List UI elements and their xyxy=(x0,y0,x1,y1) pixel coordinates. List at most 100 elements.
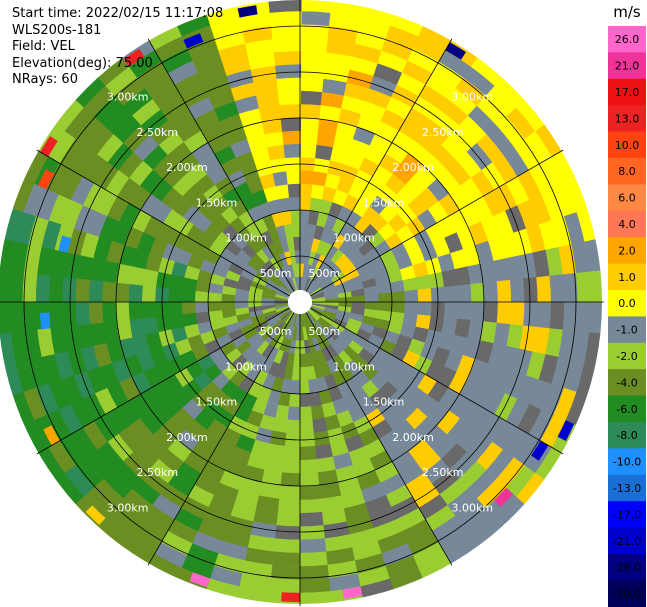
velocity-bin xyxy=(377,292,392,303)
velocity-bin xyxy=(118,150,144,178)
velocity-bin xyxy=(242,25,274,44)
velocity-bin xyxy=(459,202,482,228)
velocity-bin xyxy=(418,84,449,111)
velocity-bin xyxy=(252,508,278,526)
velocity-bin xyxy=(491,420,518,451)
velocity-bin xyxy=(300,249,306,264)
velocity-bin xyxy=(229,216,247,234)
velocity-bin xyxy=(246,222,262,239)
velocity-bin xyxy=(253,233,268,250)
velocity-bin xyxy=(263,456,284,473)
velocity-bin xyxy=(219,113,244,134)
velocity-bin xyxy=(303,339,311,354)
velocity-bin xyxy=(505,205,527,234)
velocity-bin xyxy=(311,184,326,200)
velocity-bin xyxy=(171,407,195,430)
velocity-bin xyxy=(308,210,320,226)
colorbar-tick: -1.0 xyxy=(616,324,637,337)
velocity-bin xyxy=(400,152,425,176)
velocity-bin xyxy=(311,302,326,305)
nrays-text: NRays: 60 xyxy=(12,72,78,87)
range-grid xyxy=(0,0,604,606)
velocity-bin xyxy=(314,443,333,460)
velocity-bin xyxy=(303,313,311,327)
velocity-bin xyxy=(558,244,577,276)
velocity-bin xyxy=(315,254,327,269)
velocity-bin xyxy=(63,251,81,279)
velocity-bin xyxy=(528,379,552,411)
velocity-bin xyxy=(102,468,133,499)
velocity-bin xyxy=(256,248,270,264)
velocity-bin xyxy=(319,199,333,215)
velocity-bin xyxy=(480,321,497,345)
azimuth-line xyxy=(147,312,295,566)
velocity-bin xyxy=(416,394,439,418)
velocity-bin xyxy=(500,232,520,260)
velocity-bin xyxy=(63,463,94,497)
velocity-bin xyxy=(512,434,541,467)
velocity-bin xyxy=(299,419,314,434)
velocity-bin xyxy=(48,378,71,410)
velocity-bin xyxy=(194,290,209,302)
velocity-bin xyxy=(197,320,213,335)
velocity-bin xyxy=(245,365,261,382)
velocity-bin xyxy=(332,233,347,250)
velocity-bin xyxy=(82,153,109,184)
velocity-bin xyxy=(430,515,464,544)
velocity-bin xyxy=(70,426,97,458)
velocity-bin xyxy=(327,25,360,44)
velocity-bin xyxy=(299,366,309,381)
velocity-bin xyxy=(123,124,151,152)
velocity-bin xyxy=(310,305,325,313)
velocity-bin xyxy=(289,196,301,211)
velocity-bin xyxy=(405,107,433,132)
velocity-bin xyxy=(412,261,429,278)
velocity-bin xyxy=(58,432,87,466)
velocity-bin xyxy=(208,347,226,364)
velocity-bin xyxy=(35,382,59,415)
velocity-bin xyxy=(257,324,272,337)
velocity-bin xyxy=(41,352,62,384)
velocity-bin xyxy=(247,238,262,254)
velocity-bin xyxy=(456,426,482,454)
velocity-bin xyxy=(513,228,533,257)
velocity-bin xyxy=(385,25,420,50)
velocity-bin xyxy=(183,33,204,49)
velocity-bin xyxy=(171,326,188,343)
velocity-bin xyxy=(255,495,280,513)
velocity-bin xyxy=(325,297,339,303)
velocity-bin xyxy=(225,269,241,282)
velocity-bin xyxy=(506,255,524,281)
velocity-bin xyxy=(191,242,210,260)
velocity-bin xyxy=(447,371,469,396)
velocity-bin xyxy=(276,306,290,315)
velocity-bin xyxy=(545,247,564,278)
velocity-bin xyxy=(482,387,506,416)
velocity-bin xyxy=(301,276,306,291)
range-ring-label: 1.50km xyxy=(196,196,238,209)
velocity-bin xyxy=(446,488,477,517)
velocity-bin xyxy=(321,312,336,322)
velocity-bin xyxy=(161,47,194,74)
velocity-bin xyxy=(311,304,325,310)
velocity-bin xyxy=(175,428,200,452)
velocity-bin xyxy=(340,490,366,509)
velocity-bin xyxy=(247,350,262,366)
velocity-bin xyxy=(70,175,95,206)
velocity-bin xyxy=(182,183,204,206)
velocity-bin xyxy=(300,130,319,145)
velocity-bin xyxy=(467,105,498,136)
velocity-bin xyxy=(294,249,301,264)
velocity-bin xyxy=(562,273,578,304)
velocity-bin xyxy=(192,50,224,73)
velocity-bin xyxy=(330,340,344,356)
velocity-bin xyxy=(300,37,329,53)
velocity-bin xyxy=(187,333,205,351)
velocity-bin xyxy=(408,141,434,166)
velocity-bin xyxy=(360,482,386,504)
velocity-bin xyxy=(221,363,239,381)
velocity-bin xyxy=(185,542,219,567)
velocity-bin xyxy=(494,487,514,507)
velocity-bin xyxy=(231,233,248,250)
velocity-bin xyxy=(246,452,268,470)
